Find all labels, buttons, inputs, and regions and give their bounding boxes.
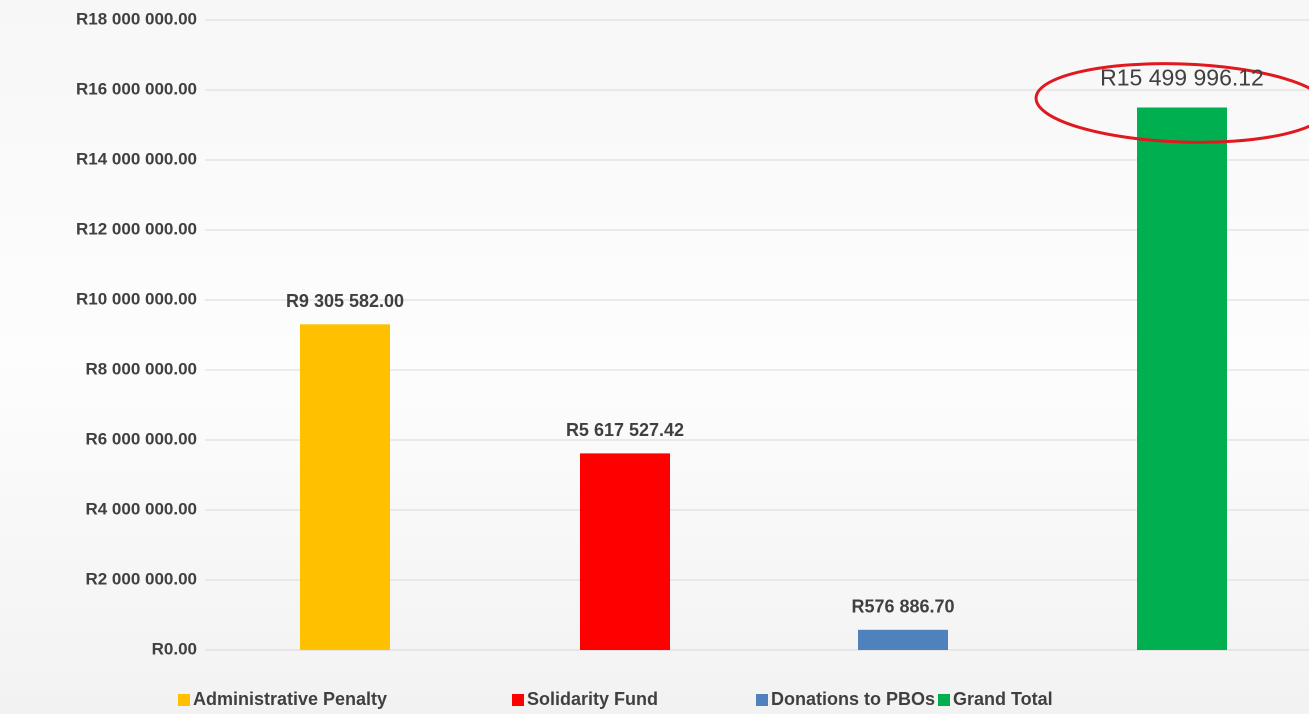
y-tick-label: R12 000 000.00	[76, 219, 197, 238]
y-tick-label: R8 000 000.00	[85, 359, 197, 378]
bar	[580, 453, 670, 650]
value-label: R15 499 996.12	[1100, 65, 1264, 91]
legend-swatch	[938, 694, 950, 706]
legend-swatch	[512, 694, 524, 706]
y-tick-label: R10 000 000.00	[76, 289, 197, 308]
value-label: R5 617 527.42	[566, 420, 684, 440]
legend-label: Solidarity Fund	[527, 689, 658, 709]
value-label: R9 305 582.00	[286, 291, 404, 311]
bar	[1137, 107, 1227, 651]
legend-label: Grand Total	[953, 689, 1053, 709]
y-tick-label: R4 000 000.00	[85, 499, 197, 518]
legend-label: Administrative Penalty	[193, 689, 387, 709]
y-tick-label: R6 000 000.00	[85, 429, 197, 448]
y-tick-label: R16 000 000.00	[76, 79, 197, 98]
y-tick-label: R2 000 000.00	[85, 569, 197, 588]
y-tick-label: R0.00	[152, 639, 197, 658]
y-tick-label: R18 000 000.00	[76, 9, 197, 28]
legend-swatch	[178, 694, 190, 706]
legend-swatch	[756, 694, 768, 706]
bar	[858, 629, 948, 650]
legend-label: Donations to PBOs	[771, 689, 935, 709]
highlight-ellipse	[1034, 62, 1309, 144]
bar	[300, 324, 390, 650]
value-label: R576 886.70	[851, 597, 954, 617]
y-tick-label: R14 000 000.00	[76, 149, 197, 168]
